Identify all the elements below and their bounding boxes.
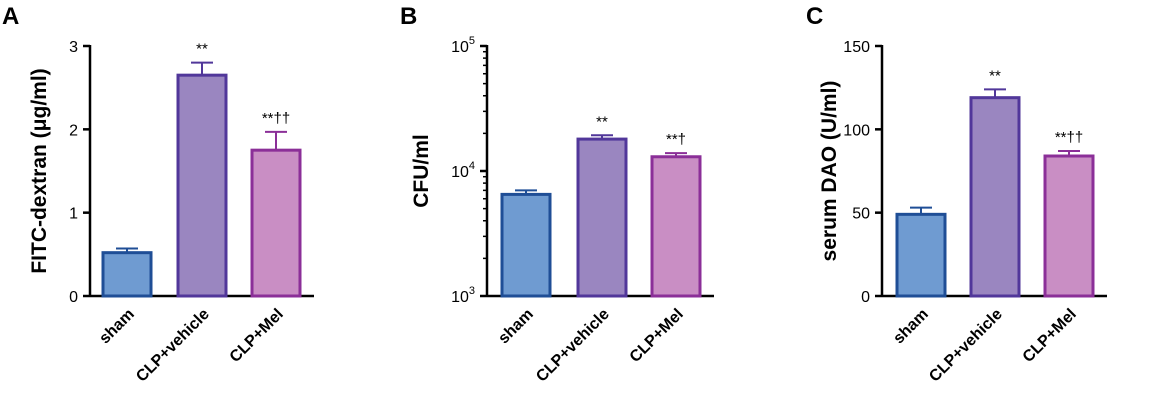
bar-sham xyxy=(895,212,947,298)
bar-clp-mel xyxy=(250,148,302,298)
panel-letter: B xyxy=(400,3,417,30)
y-tick-label: 103 xyxy=(451,285,475,306)
x-category-label: sham xyxy=(890,306,932,348)
panel-a: A 0 1 2 3 FITC-dextran (μg/ml) sham ** CLP+vehic… xyxy=(2,3,314,385)
y-tick-label: 0 xyxy=(861,289,870,306)
y-axis-title: CFU/ml xyxy=(410,134,433,208)
y-tick-label: 150 xyxy=(843,39,870,56)
y-axis-title: FITC-dextran (μg/ml) xyxy=(28,68,51,273)
x-category-label: CLP+vehicle xyxy=(133,306,213,386)
bar-clp-vehicle xyxy=(969,96,1021,298)
y-tick-label: 50 xyxy=(852,206,870,223)
bar-clp-mel xyxy=(1043,154,1095,298)
y-tick-label: 3 xyxy=(69,39,78,56)
bar-sham xyxy=(101,251,153,298)
panel-b: B 103 104 105 CFU/ml sham ** CLP+vehicle **† CLP+… xyxy=(400,3,714,385)
x-category-label: CLP+Mel xyxy=(227,306,287,366)
panel-c: C 0 50 100 150 serum DAO (U/ml) sham ** CLP+vehi… xyxy=(806,3,1107,385)
bar-clp-vehicle xyxy=(176,73,228,298)
significance-label: ** xyxy=(596,113,608,130)
significance-label: ** xyxy=(989,67,1001,84)
y-tick-label: 1 xyxy=(69,206,78,223)
x-category-label: CLP+Mel xyxy=(627,306,687,366)
y-tick-label: 2 xyxy=(69,122,78,139)
y-tick-label: 105 xyxy=(451,35,475,56)
bar-clp-vehicle xyxy=(576,137,628,298)
significance-label: **†† xyxy=(1055,129,1083,146)
significance-label: ** xyxy=(196,41,208,58)
x-category-label: CLP+vehicle xyxy=(926,306,1006,386)
x-category-label: CLP+Mel xyxy=(1020,306,1080,366)
significance-label: **† xyxy=(666,131,686,148)
y-tick-label: 100 xyxy=(843,122,870,139)
y-axis-title: serum DAO (U/ml) xyxy=(818,81,841,262)
x-category-label: sham xyxy=(96,306,138,348)
panel-letter: C xyxy=(806,3,823,30)
bar-sham xyxy=(500,192,552,298)
x-category-label: CLP+vehicle xyxy=(533,306,613,386)
panel-letter: A xyxy=(2,3,19,30)
x-category-label: sham xyxy=(495,306,537,348)
y-tick-label: 0 xyxy=(69,289,78,306)
bar-clp-mel xyxy=(650,155,702,298)
y-tick-label: 104 xyxy=(451,160,475,181)
significance-label: **†† xyxy=(262,110,290,127)
